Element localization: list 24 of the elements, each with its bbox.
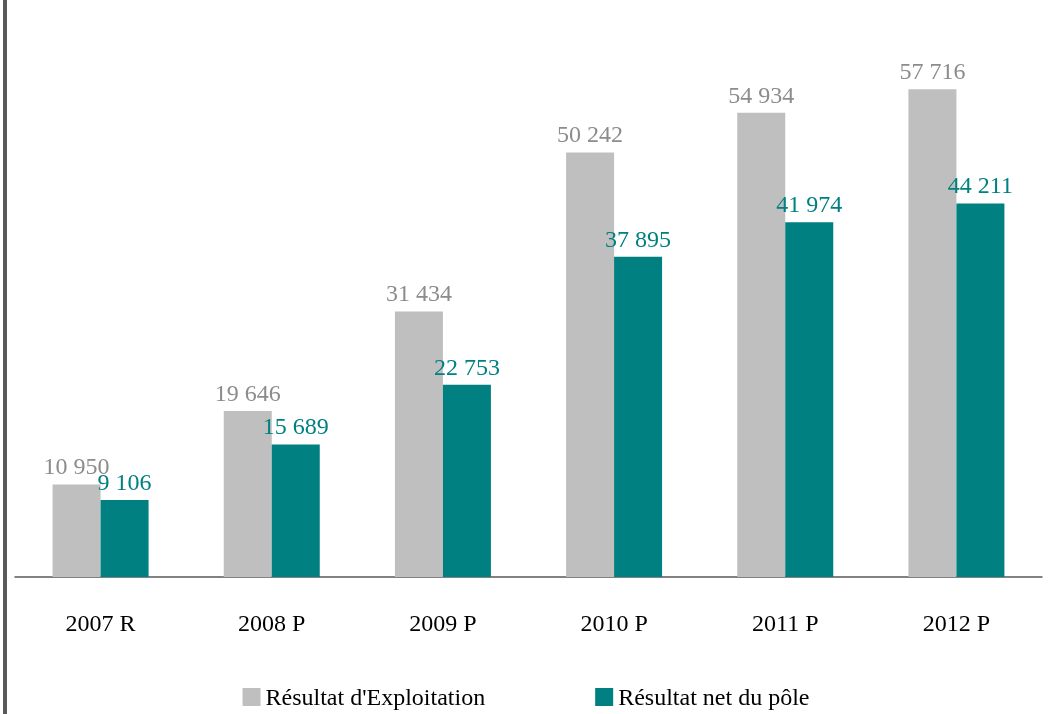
data-label: 15 689 [262, 413, 329, 440]
bar [614, 256, 663, 577]
x-tick-label: 2010 P [580, 610, 648, 636]
legend-label: Résultat net du pôle [618, 684, 810, 710]
data-label: 41 974 [776, 191, 843, 218]
data-label: 54 934 [728, 81, 795, 108]
x-tick-label: 2012 P [922, 610, 991, 636]
bar [956, 203, 1005, 577]
x-tick-label: 2009 P [409, 610, 477, 636]
bar [785, 222, 834, 577]
bar [442, 384, 491, 577]
data-label: 44 211 [947, 172, 1013, 199]
data-label: 19 646 [214, 379, 281, 406]
bar [271, 444, 320, 577]
data-label: 50 242 [557, 121, 624, 148]
data-label: 57 716 [899, 58, 966, 85]
data-label: 31 434 [385, 280, 452, 307]
data-label: 22 753 [433, 353, 500, 380]
x-tick-label: 2007 R [65, 610, 136, 636]
x-tick-label: 2011 P [752, 610, 819, 636]
x-tick-label: 2008 P [238, 610, 306, 636]
bar [100, 500, 149, 577]
legend-label: Résultat d'Exploitation [265, 684, 486, 710]
data-label: 37 895 [605, 225, 672, 252]
